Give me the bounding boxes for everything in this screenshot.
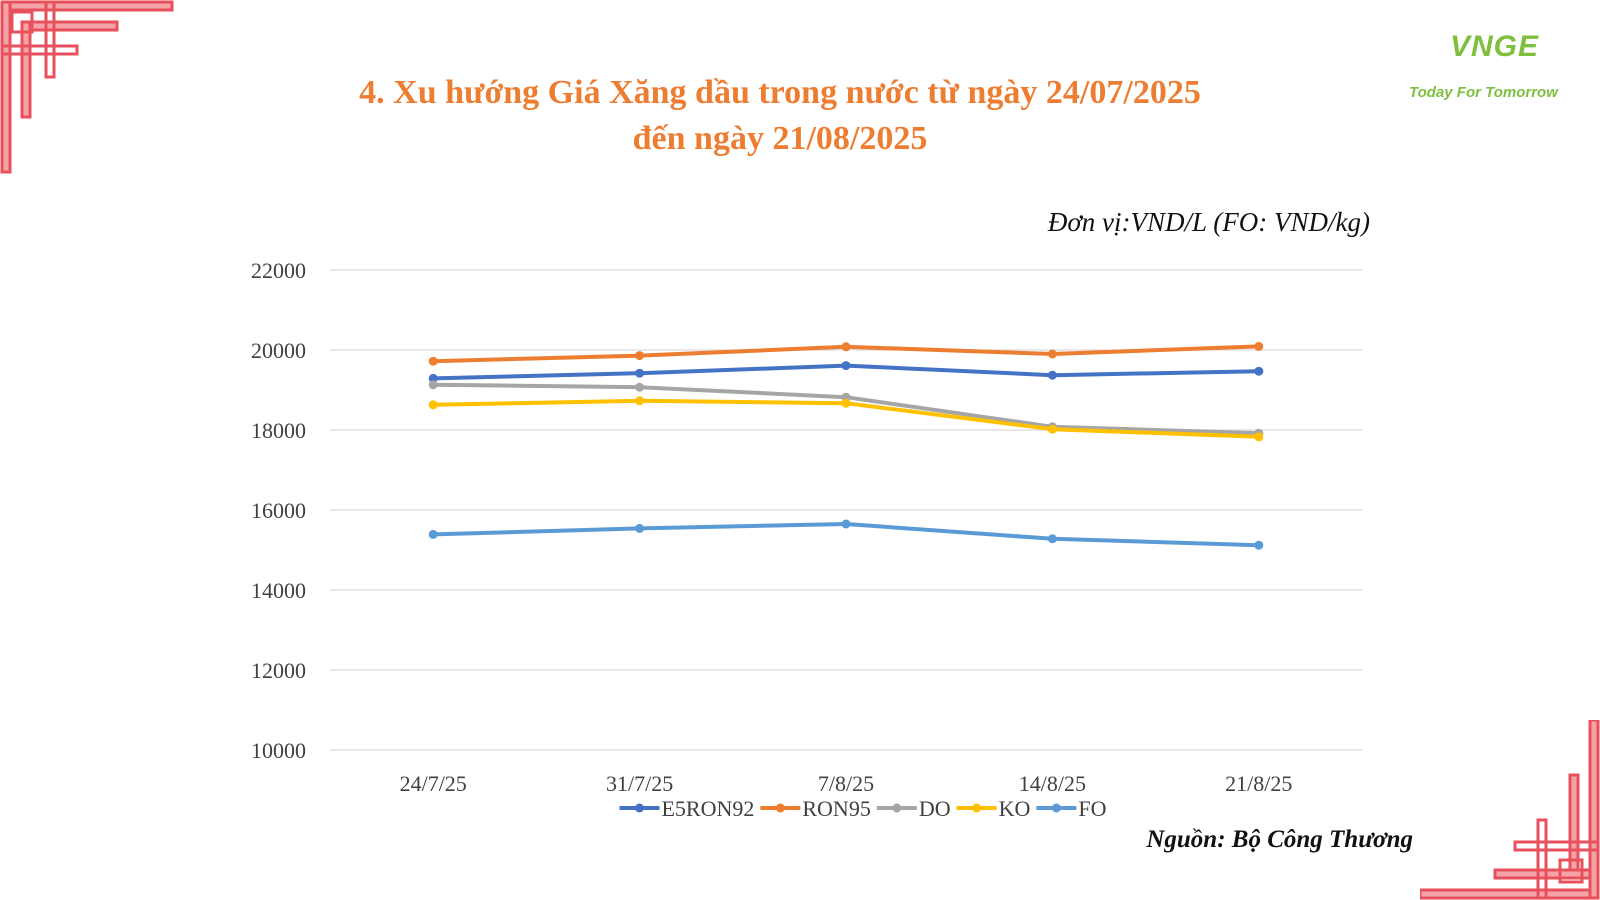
data-point-fo — [428, 529, 438, 539]
legend-label-do: DO — [919, 796, 951, 821]
legend-marker-do — [892, 803, 902, 813]
x-tick-label: 24/7/25 — [400, 771, 467, 796]
y-tick-label: 18000 — [251, 418, 306, 443]
data-point-ron95 — [428, 356, 438, 366]
legend-label-fo: FO — [1078, 796, 1106, 821]
source-label: Nguồn: Bộ Công Thương — [1146, 826, 1413, 853]
x-tick-label: 21/8/25 — [1225, 771, 1292, 796]
y-tick-label: 10000 — [251, 738, 306, 763]
unit-label: Đơn vị:VND/L (FO: VND/kg) — [1047, 207, 1370, 237]
y-tick-label: 20000 — [251, 338, 306, 363]
legend-marker-ron95 — [775, 803, 785, 813]
data-point-ko — [841, 398, 851, 408]
y-tick-label: 16000 — [251, 498, 306, 523]
data-point-fo — [635, 523, 645, 533]
data-point-do — [428, 380, 438, 390]
data-point-do — [635, 382, 645, 392]
data-point-ron95 — [1254, 341, 1264, 351]
data-point-fo — [1254, 540, 1264, 550]
legend-marker-e5ron92 — [634, 803, 644, 813]
data-point-e5ron92 — [635, 368, 645, 378]
corner-decoration-top-left — [0, 0, 174, 174]
x-tick-label: 31/7/25 — [606, 771, 673, 796]
data-point-ron95 — [841, 342, 851, 352]
x-tick-label: 7/8/25 — [818, 771, 874, 796]
y-tick-label: 14000 — [251, 578, 306, 603]
brand-logo: VNGE Today For Tomorrow — [1395, 22, 1585, 112]
chart-title: 4. Xu hướng Giá Xăng dầu trong nước từ n… — [230, 70, 1330, 162]
chart-title-line-1: 4. Xu hướng Giá Xăng dầu trong nước từ n… — [359, 74, 1201, 111]
data-point-ko — [1047, 424, 1057, 434]
legend-label-e5ron92: E5RON92 — [661, 796, 754, 821]
data-point-e5ron92 — [841, 361, 851, 371]
series-line-do — [431, 382, 1261, 436]
x-tick-label: 14/8/25 — [1019, 771, 1086, 796]
y-tick-label: 12000 — [251, 658, 306, 683]
legend-marker-fo — [1051, 803, 1061, 813]
data-point-e5ron92 — [428, 373, 438, 383]
legend-marker-ko — [972, 803, 982, 813]
logo-tagline: Today For Tomorrow — [1409, 84, 1558, 101]
data-point-e5ron92 — [1254, 366, 1264, 376]
y-tick-label: 22000 — [251, 258, 306, 283]
data-point-ron95 — [635, 351, 645, 361]
data-point-ko — [635, 396, 645, 406]
legend-label-ron95: RON95 — [802, 796, 870, 821]
corner-decoration-bottom-right — [1420, 720, 1600, 900]
data-point-ron95 — [1047, 349, 1057, 359]
data-point-ko — [1254, 432, 1264, 442]
logo-mark: VNGE — [1450, 30, 1540, 63]
data-point-e5ron92 — [1047, 370, 1057, 380]
legend-label-ko: KO — [999, 796, 1031, 821]
data-point-fo — [841, 519, 851, 529]
chart-title-line-2: đến ngày 21/08/2025 — [632, 120, 928, 157]
data-point-fo — [1047, 534, 1057, 544]
data-point-ko — [428, 400, 438, 410]
